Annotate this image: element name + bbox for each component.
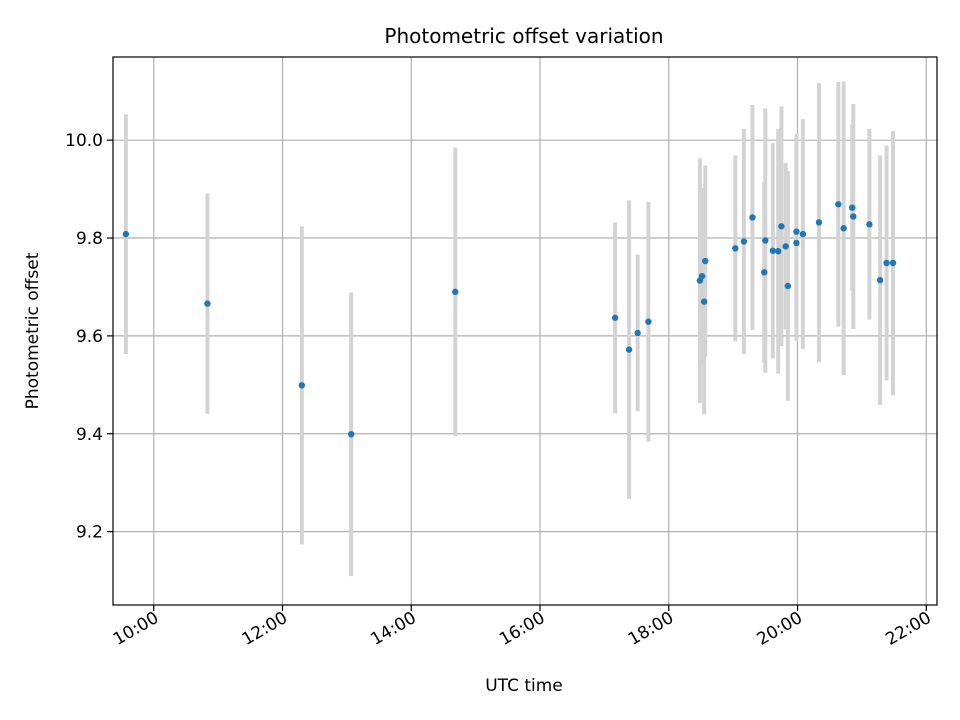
data-point xyxy=(740,238,748,245)
data-point xyxy=(782,243,789,250)
data-point xyxy=(793,228,800,235)
data-points xyxy=(122,201,897,438)
data-point xyxy=(452,288,459,296)
data-point xyxy=(122,230,130,238)
data-point xyxy=(769,247,777,254)
y-axis-label: Photometric offset xyxy=(23,252,43,409)
data-point xyxy=(749,214,756,221)
data-point xyxy=(347,431,355,438)
data-point xyxy=(775,248,782,255)
data-point xyxy=(298,382,306,389)
chart-title: Photometric offset variation xyxy=(384,24,663,48)
data-point xyxy=(611,314,619,321)
data-point xyxy=(634,329,641,337)
y-tick-label: 9.4 xyxy=(76,425,103,445)
y-tick-label: 10.0 xyxy=(65,131,103,151)
data-point xyxy=(799,230,807,238)
data-point xyxy=(849,204,856,211)
y-tick-label: 9.2 xyxy=(76,523,103,543)
grid xyxy=(113,57,937,605)
data-point xyxy=(732,245,739,252)
plot-area-frame xyxy=(112,56,938,606)
data-point xyxy=(700,298,708,305)
data-point xyxy=(889,259,897,267)
data-point xyxy=(761,269,768,276)
x-tick-label: 20:00 xyxy=(754,608,806,650)
x-tick-label: 18:00 xyxy=(625,608,677,650)
x-tick-label: 10:00 xyxy=(110,608,162,650)
data-point xyxy=(762,237,769,244)
data-point xyxy=(625,346,633,353)
data-point xyxy=(778,223,785,230)
x-axis-label: UTC time xyxy=(485,676,563,696)
data-point xyxy=(876,276,884,284)
y-tick-label: 9.8 xyxy=(76,229,103,249)
data-point xyxy=(850,213,857,220)
error-bars xyxy=(123,81,896,577)
y-tick-label: 9.6 xyxy=(76,327,103,347)
data-point xyxy=(698,273,706,280)
data-point xyxy=(815,219,823,226)
data-point xyxy=(702,257,709,265)
data-point xyxy=(883,259,890,267)
data-point xyxy=(645,318,652,325)
x-tick-label: 16:00 xyxy=(496,608,548,650)
data-point xyxy=(784,282,792,290)
x-tick-label: 12:00 xyxy=(239,608,291,650)
data-point xyxy=(866,221,873,228)
x-tick-label: 22:00 xyxy=(882,608,934,650)
x-tick-label: 14:00 xyxy=(367,608,419,650)
data-point xyxy=(840,225,847,232)
data-point xyxy=(204,300,211,307)
data-point xyxy=(793,239,800,247)
data-point xyxy=(835,201,842,208)
